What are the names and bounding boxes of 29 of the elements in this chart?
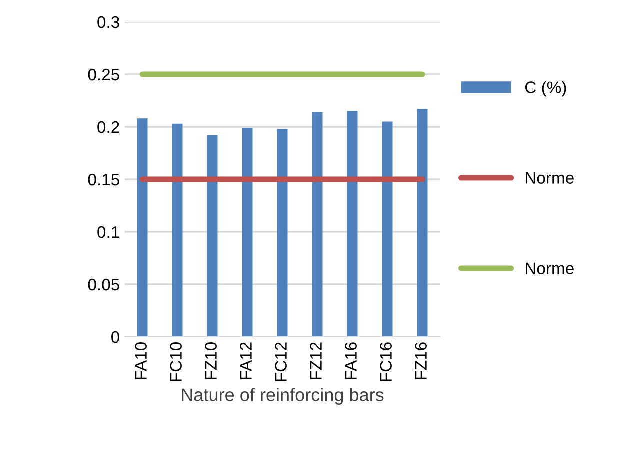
x-tick-label: FA10 [135, 342, 147, 380]
x-tick-label: FA12 [240, 342, 252, 380]
x-tick-label: FZ12 [310, 342, 322, 380]
bar [172, 124, 183, 337]
y-tick-label: 0.3 [98, 16, 120, 28]
bar [137, 118, 148, 337]
x-axis-title: Nature of reinforcing bars [182, 388, 384, 405]
y-tick-label: 0 [112, 331, 120, 344]
legend-label: Norme [526, 262, 574, 275]
bar [207, 135, 218, 337]
bar [417, 109, 428, 337]
bar [277, 129, 288, 337]
x-tick-label: FA16 [345, 342, 357, 380]
bar [312, 112, 323, 337]
y-tick-label: 0.05 [88, 278, 120, 291]
x-tick-label: FC10 [170, 342, 182, 382]
x-tick-label: FC12 [275, 342, 287, 382]
y-tick-label: 0.1 [98, 226, 120, 238]
x-tick-label: FZ10 [205, 342, 217, 380]
legend-label: Norme [526, 172, 574, 184]
bar [242, 128, 253, 337]
legend-label: C (%) [525, 81, 566, 97]
x-tick-label: FC16 [380, 342, 392, 382]
y-tick-label: 0.2 [98, 121, 120, 134]
y-tick-label: 0.15 [88, 174, 120, 186]
y-tick-label: 0.25 [88, 68, 120, 81]
x-tick-label: FZ16 [415, 342, 427, 380]
bar [382, 122, 393, 337]
bar [347, 111, 358, 337]
